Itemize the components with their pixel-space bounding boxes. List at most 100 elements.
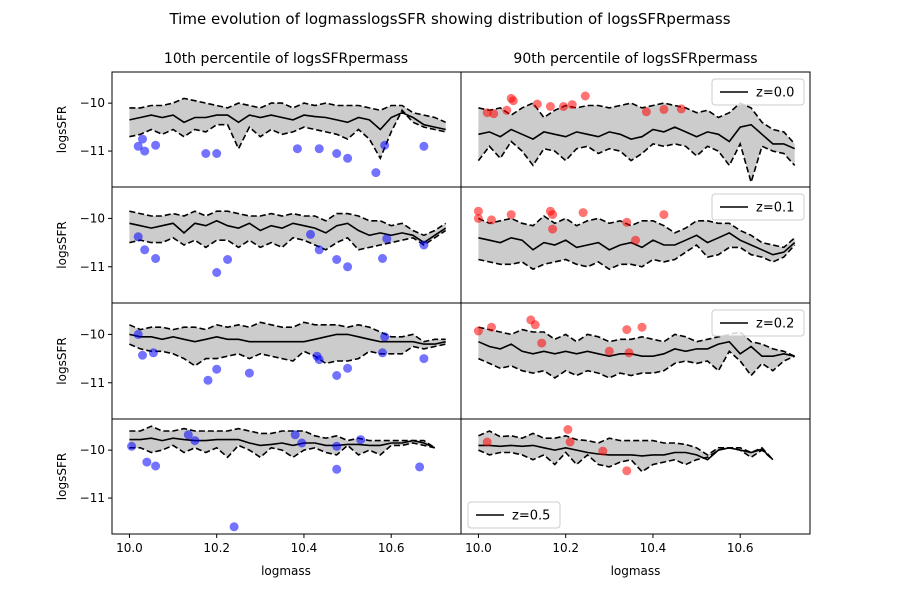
- scatter-point: [380, 332, 390, 342]
- upper-bound-line: [478, 430, 774, 461]
- scatter-point: [314, 144, 324, 154]
- upper-bound-line: [129, 97, 447, 124]
- scatter-point: [473, 213, 483, 223]
- scatter-point: [371, 168, 381, 178]
- scatter-point: [151, 461, 161, 471]
- median-line: [478, 123, 796, 150]
- legend-box: [467, 501, 561, 529]
- x-tick-label: 10.4: [291, 541, 318, 555]
- legend: z=0.1: [711, 193, 805, 221]
- scatter-point: [343, 153, 353, 163]
- scatter-point: [563, 425, 573, 434]
- scatter-point: [290, 430, 300, 440]
- scatter-point: [502, 105, 512, 115]
- legend-box: [711, 78, 805, 106]
- scatter-point: [190, 436, 200, 446]
- scatter-point: [559, 102, 568, 111]
- legend-label: z=0.5: [512, 509, 550, 524]
- x-tick-label: 10.4: [640, 541, 667, 555]
- percentile-band: [478, 431, 773, 472]
- scatter-point: [229, 522, 239, 532]
- scatter-point: [415, 462, 425, 472]
- scatter-point: [487, 215, 496, 225]
- scatter-point: [548, 224, 558, 234]
- scatter-point: [565, 437, 575, 447]
- x-tick-label: 10.2: [203, 541, 230, 555]
- upper-bound-line: [129, 425, 436, 449]
- scatter-point: [138, 134, 147, 144]
- panel-r2-c0: −10 −11 logsSFR: [55, 302, 462, 420]
- percentile-band: [129, 426, 435, 458]
- scatter-point: [142, 457, 152, 467]
- axes-frame: [460, 418, 811, 535]
- legend-label: z=0.1: [756, 201, 794, 216]
- scatter-point: [212, 149, 222, 158]
- panel-r1-c1: z=0.1: [460, 186, 811, 304]
- median-line: [129, 219, 447, 244]
- scatter-point: [676, 104, 686, 114]
- scatter-point: [419, 240, 429, 250]
- scatter-point: [292, 144, 302, 154]
- scatter-point: [133, 329, 143, 339]
- scatter-point: [140, 146, 150, 156]
- x-tick-label: 10.6: [727, 541, 754, 555]
- legend-box: [711, 193, 805, 221]
- median-line: [129, 333, 446, 345]
- y-axis-label: logsSFR: [55, 106, 69, 153]
- panel-r0-c1: z=0.0: [460, 71, 811, 188]
- percentile-band: [129, 211, 446, 250]
- scatter-point: [622, 217, 632, 227]
- scatter-point: [473, 206, 483, 216]
- scatter-point: [489, 109, 499, 119]
- panel-r2-c1: z=0.2: [460, 302, 811, 420]
- percentile-band: [129, 322, 446, 366]
- scatter-point: [506, 210, 516, 220]
- median-line: [129, 111, 446, 131]
- scatter-point: [487, 322, 496, 332]
- upper-bound-line: [478, 214, 796, 249]
- x-tick-label: 10.0: [465, 541, 492, 555]
- scatter-point: [297, 438, 307, 448]
- scatter-point: [332, 464, 342, 474]
- lower-bound-line: [129, 442, 435, 459]
- upper-bound-line: [129, 210, 447, 237]
- x-tick-label: 10.2: [552, 541, 579, 555]
- scatter-point: [578, 208, 588, 218]
- y-tick-label: −11: [80, 260, 105, 274]
- scatter-point: [223, 255, 233, 264]
- scatter-point: [532, 99, 542, 109]
- upper-bound-line: [129, 321, 446, 343]
- scatter-point: [332, 441, 342, 451]
- scatter-point: [482, 437, 492, 447]
- scatter-point: [332, 255, 342, 264]
- scatter-point: [473, 326, 483, 336]
- lower-bound-line: [129, 229, 447, 251]
- scatter-point: [343, 363, 353, 373]
- x-axis-label-right: logmass: [611, 564, 661, 578]
- scatter-point: [314, 245, 324, 255]
- scatter-point: [133, 232, 143, 242]
- scatter-point: [140, 245, 150, 255]
- lower-bound-line: [478, 350, 796, 379]
- scatter-point: [343, 262, 353, 272]
- x-tick-label: 10.6: [378, 541, 405, 555]
- scatter-point: [624, 348, 634, 358]
- scatter-point: [419, 354, 429, 364]
- scatter-point: [537, 338, 547, 348]
- scatter-point: [183, 430, 193, 440]
- scatter-point: [138, 350, 147, 360]
- scatter-point: [201, 149, 211, 158]
- y-axis-label: logsSFR: [55, 337, 69, 384]
- scatter-point: [530, 320, 540, 330]
- scatter-point: [622, 466, 632, 476]
- scatter-point: [306, 229, 315, 239]
- column-title-right: 90th percentile of logsSFRpermass: [513, 51, 757, 67]
- x-axis-label-left: logmass: [261, 564, 311, 578]
- median-line: [478, 444, 774, 461]
- y-tick-label: −11: [80, 376, 105, 390]
- panel-r3-c0: −10 −11 logsSFR 10.0 10.2 10.4 10.6: [55, 418, 462, 555]
- y-axis-label: logsSFR: [55, 221, 69, 268]
- scatter-point: [314, 355, 324, 365]
- lower-bound-line: [129, 343, 446, 367]
